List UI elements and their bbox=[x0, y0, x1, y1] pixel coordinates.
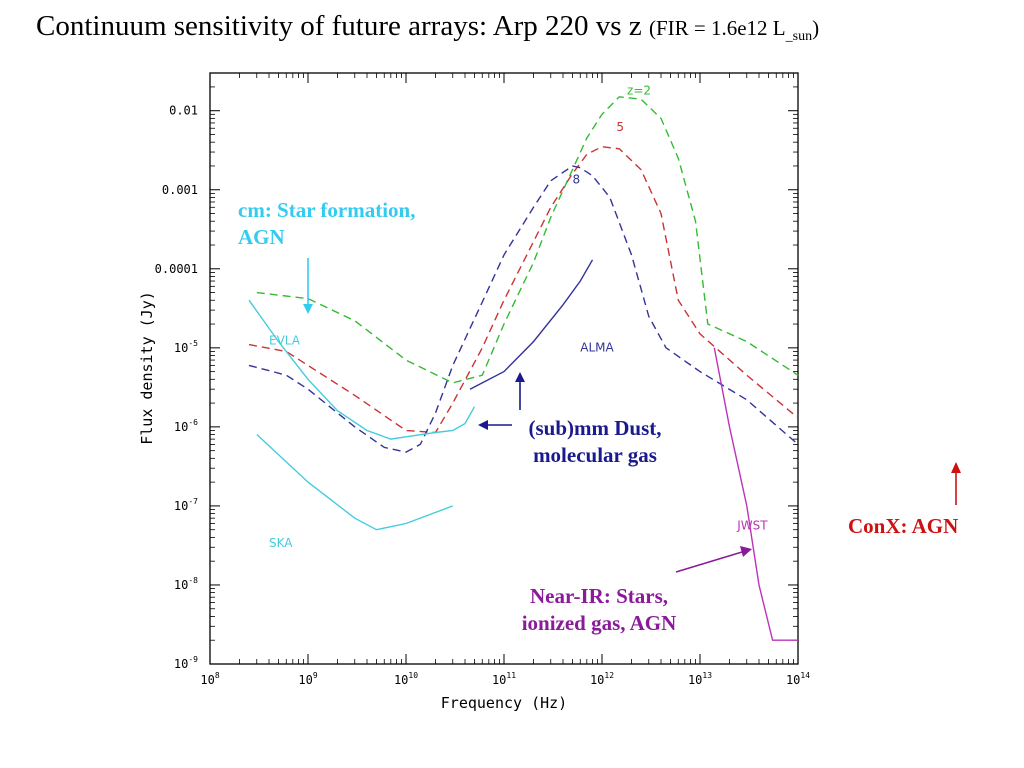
x-axis-label: Frequency (Hz) bbox=[441, 694, 567, 712]
series-labels: z=2 5 8 EVLA SKA ALMA JWST bbox=[269, 84, 768, 551]
annotation-conx: ConX: AGN bbox=[848, 513, 958, 540]
submm-arrowhead-up bbox=[515, 372, 525, 382]
title-paren-close: ) bbox=[812, 16, 820, 40]
y-tick-label: 0.01 bbox=[169, 104, 198, 118]
x-tick-label: 1010 bbox=[394, 671, 418, 687]
annotation-conx-line1: ConX: AGN bbox=[848, 514, 959, 538]
annotation-cm: cm: Star formation, AGN bbox=[238, 197, 416, 251]
series-layer bbox=[248, 96, 799, 641]
series-8 bbox=[248, 165, 799, 453]
y-tick-label: 0.0001 bbox=[155, 262, 198, 276]
series-label-evla: EVLA bbox=[269, 334, 301, 348]
y-tick-label: 10-7 bbox=[174, 497, 198, 513]
series-5 bbox=[248, 145, 799, 434]
axis-ticks: 108 109 1010 1011 1012 1013 1014 0.01 0.001 0.000… bbox=[155, 73, 810, 687]
y-tick-label: 10-8 bbox=[174, 576, 198, 592]
y-axis-label: Flux density (Jy) bbox=[138, 291, 156, 445]
x-tick-label: 1014 bbox=[786, 671, 810, 687]
annotation-cm-line2: AGN bbox=[238, 225, 285, 249]
annotation-submm: (sub)mm Dust, molecular gas bbox=[505, 415, 685, 469]
x-tick-label: 1011 bbox=[492, 671, 516, 687]
annotation-nearir-line2: ionized gas, AGN bbox=[521, 611, 677, 635]
y-tick-label: 0.001 bbox=[162, 183, 198, 197]
submm-arrowhead-left bbox=[478, 420, 488, 430]
x-tick-label: 1012 bbox=[590, 671, 614, 687]
series-z-2 bbox=[256, 96, 799, 384]
x-tick-label: 109 bbox=[298, 671, 317, 687]
annotation-arrows bbox=[303, 258, 961, 573]
y-tick-label: 10-6 bbox=[174, 418, 198, 434]
plot-frame bbox=[209, 72, 799, 665]
title-paren: (FIR = 1.6e12 L_sun) bbox=[648, 16, 820, 44]
annotation-nearir: Near-IR: Stars, ionized gas, AGN bbox=[486, 583, 712, 637]
series-label-ska: SKA bbox=[269, 536, 293, 550]
annotation-nearir-line1: Near-IR: Stars, bbox=[529, 584, 669, 608]
series-evla bbox=[248, 299, 476, 440]
title-main: Continuum sensitivity of future arrays: … bbox=[36, 10, 649, 42]
annotation-submm-line2: molecular gas bbox=[533, 443, 657, 467]
annotation-cm-line1: cm: Star formation, bbox=[238, 198, 416, 222]
title-paren-open: (FIR = 1.6e12 L bbox=[648, 16, 786, 40]
series-label-5: 5 bbox=[616, 120, 624, 134]
series-label-jwst: JWST bbox=[736, 519, 768, 533]
annotation-submm-line1: (sub)mm Dust, bbox=[528, 416, 662, 440]
x-tick-label: 108 bbox=[200, 671, 219, 687]
slide-title: Continuum sensitivity of future arrays: … bbox=[36, 10, 819, 45]
y-tick-label: 10-5 bbox=[174, 339, 198, 355]
title-subscript: _sun bbox=[785, 29, 813, 45]
series-alma bbox=[469, 259, 594, 390]
series-label-z-2: z=2 bbox=[627, 84, 651, 98]
series-label-alma: ALMA bbox=[580, 340, 614, 354]
nearir-arrowhead bbox=[740, 546, 752, 557]
nearir-arrow bbox=[675, 551, 743, 573]
conx-arrowhead bbox=[951, 462, 961, 473]
y-tick-label: 10-9 bbox=[174, 655, 198, 671]
series-ska bbox=[256, 433, 454, 531]
series-label-8: 8 bbox=[572, 172, 580, 186]
series-jwst bbox=[713, 347, 798, 641]
cm-arrowhead bbox=[303, 304, 313, 314]
x-tick-label: 1013 bbox=[688, 671, 712, 687]
